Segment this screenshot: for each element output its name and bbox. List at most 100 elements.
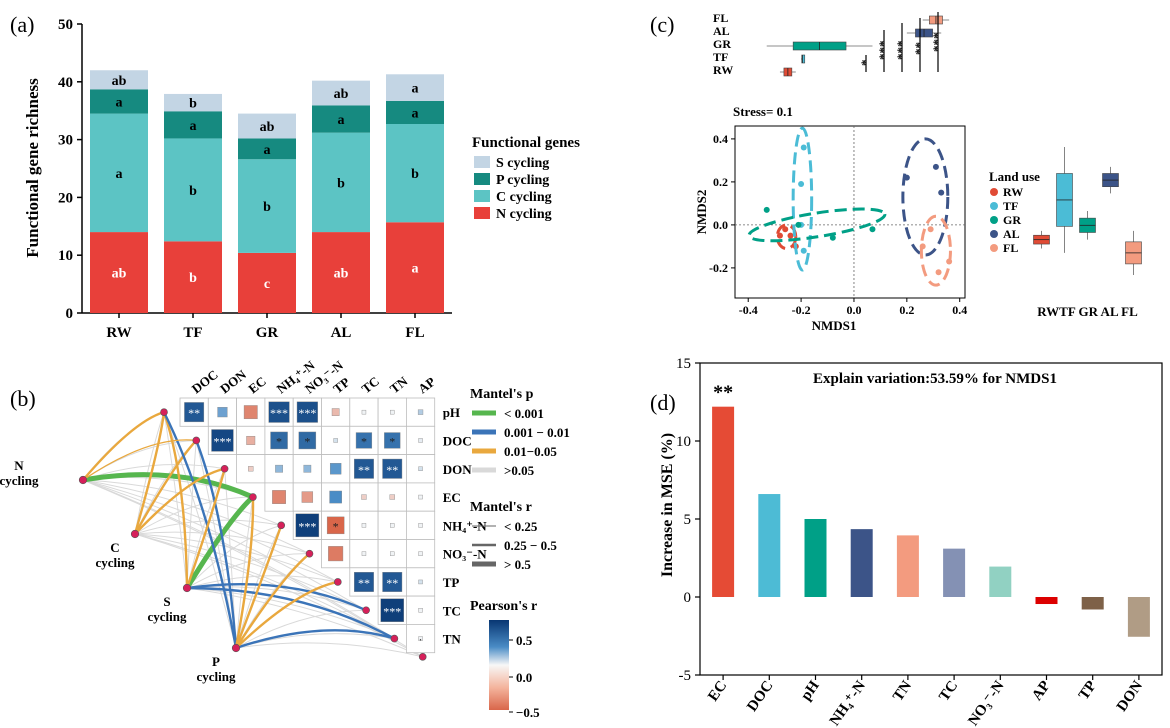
c-point-gr-3: [869, 226, 875, 232]
b-cell-sig: ·: [419, 633, 423, 647]
b-cell-3-4: [302, 492, 313, 503]
b-var-anchor-doc: [193, 437, 200, 444]
c-point-rw-2: [788, 233, 794, 239]
b-legend-p-label-1: 0.001 − 0.01: [504, 425, 570, 440]
a-letter-n-cycling-gr: c: [264, 277, 270, 292]
d-x-tick-label-tp: TP: [1076, 678, 1100, 703]
c-point-rw-0: [777, 233, 783, 239]
b-var-anchor-tn: [391, 635, 398, 642]
c-legend-label-al: AL: [1003, 227, 1020, 241]
b-cell-sig: ***: [298, 406, 316, 420]
a-x-tick-label-rw: RW: [106, 325, 131, 341]
a-letter-p-cycling-gr: a: [264, 143, 271, 158]
d-title: Explain variation:53.59% for NMDS1: [813, 371, 1057, 387]
d-x-tick-label-nh-n: NH₄⁺-N: [827, 678, 869, 728]
b-cell-sig: ***: [213, 434, 231, 448]
b-row-label-ec: EC: [443, 490, 461, 505]
c-legend-label-rw: RW: [1003, 185, 1023, 199]
d-bar-nh-n: [851, 529, 873, 597]
a-letter-s-cycling-rw: ab: [112, 74, 127, 89]
d-bars: **: [712, 382, 1150, 637]
a-y-tick-label: 10: [58, 248, 73, 264]
c-topbox-label-rw: RW: [713, 63, 733, 77]
d-y-tick-label: 5: [684, 512, 692, 528]
a-y-tick-label: 40: [58, 75, 73, 91]
b-var-anchor-tp: [334, 578, 341, 585]
a-legend-label-p-cycling: P cycling: [496, 173, 549, 188]
c-y-tick-label: 0.2: [713, 175, 728, 189]
b-cell-sig: *: [389, 434, 395, 448]
c-point-gr-1: [795, 222, 801, 228]
a-letter-p-cycling-tf: a: [190, 119, 197, 134]
c-legend-dot-rw: [990, 188, 998, 196]
b-node-p-cycling: [232, 644, 240, 652]
c-y-tick-label: 0.0: [713, 218, 728, 232]
b-node-label-p-cycling-1: P: [212, 654, 220, 669]
b-col-label-doc: DOC: [189, 367, 221, 397]
b-cell-sig: ***: [298, 519, 316, 533]
c-sig-star-2: ***: [894, 41, 909, 61]
a-y-tick-label: 30: [58, 133, 73, 149]
b-cell-0-1: [218, 407, 228, 417]
b-legend-p-label-3: >0.05: [504, 463, 535, 478]
a-letter-s-cycling-gr: ab: [260, 120, 275, 135]
c-x-axis-label: NMDS1: [812, 318, 857, 333]
b-row-label-tc: TC: [443, 603, 461, 618]
b-cell-3-5: [330, 491, 342, 503]
a-letter-c-cycling-gr: b: [263, 200, 271, 215]
d-x-tick-label-no-n: NO₃⁻-N: [965, 678, 1007, 728]
a-legend: Functional genes S cyclingP cyclingC cyc…: [472, 135, 580, 222]
a-y-axis-label: Functional gene richness: [23, 78, 42, 258]
c-scatter: -0.4 -0.2 0.0 0.2 0.40.40.20.0-0.2: [709, 126, 967, 317]
c-right-boxplots: RWTF GR AL FL: [1034, 147, 1142, 319]
d-x-tick-label-tc: TC: [936, 678, 961, 704]
c-topbox-label-al: AL: [713, 24, 730, 38]
c-legend-label-fl: FL: [1003, 241, 1018, 255]
a-letter-p-cycling-rw: a: [116, 95, 123, 110]
d-x-tick-label-ap: AP: [1029, 678, 1054, 704]
d-annotation-ec: **: [713, 382, 733, 404]
c-top-boxplots: FLALGRTFRW**** *** ** ***: [713, 11, 949, 77]
d-bar-ec: [712, 407, 734, 597]
b-var-anchor-don: [221, 465, 228, 472]
b-row-label-ph: pH: [443, 405, 460, 420]
b-cell-1-8: [419, 438, 423, 442]
b-row-label-tn: TN: [443, 632, 462, 647]
c-ellipse-al: [903, 139, 948, 255]
c-x-tick-label: -0.2: [792, 303, 811, 317]
c-point-tf-3: [801, 248, 807, 254]
a-letter-s-cycling-fl: a: [412, 82, 419, 97]
a-letter-c-cycling-al: b: [337, 176, 345, 191]
c-legend-dot-gr: [990, 216, 998, 224]
b-var-anchor-ec: [249, 494, 256, 501]
c-legend: Land use RWTFGRALFL: [989, 169, 1040, 255]
b-col-label-ap: AP: [415, 374, 438, 397]
c-point-gr-0: [764, 207, 770, 213]
c-legend-dot-fl: [990, 244, 998, 252]
b-cell-5-8: [419, 552, 423, 556]
c-x-tick-label: -0.4: [739, 303, 758, 317]
d-y-tick-label: -5: [679, 668, 692, 684]
c-y-tick-label: 0.4: [713, 132, 728, 146]
d-x-tick-label-don: DON: [1114, 678, 1146, 715]
figure: (a) (b) (c) (d) 01020304050RW TF GR AL FL ab…: [0, 0, 1170, 728]
c-legend-dot-tf: [990, 202, 998, 210]
c-legend-dot-al: [990, 230, 998, 238]
b-col-label-don: DON: [217, 366, 249, 396]
b-node-n-cycling: [79, 476, 87, 484]
d-bar-tp: [1082, 597, 1104, 609]
b-cell-2-4: [304, 465, 311, 472]
panel-b-mantel-heatmap: ** *** ****** * * * *** ***** *** *****· DOCDONEC…: [0, 357, 570, 720]
a-legend-swatch-s-cycling: [474, 156, 490, 168]
a-legend-label-n-cycling: N cycling: [496, 207, 552, 222]
b-cell-2-5: [330, 463, 341, 474]
b-cell-4-6: [362, 523, 366, 527]
d-y-tick-label: 15: [676, 356, 691, 372]
b-row-label-no-n: NO₃⁻-N: [443, 547, 488, 562]
b-cell-sig: ***: [383, 604, 401, 618]
d-x-tick-label-tn: TN: [890, 678, 915, 704]
b-cell-sig: **: [188, 406, 200, 420]
b-cell-2-8: [419, 467, 423, 471]
b-node-label-c-cycling-2: cycling: [96, 555, 135, 570]
d-y-tick-label: 10: [676, 434, 691, 450]
